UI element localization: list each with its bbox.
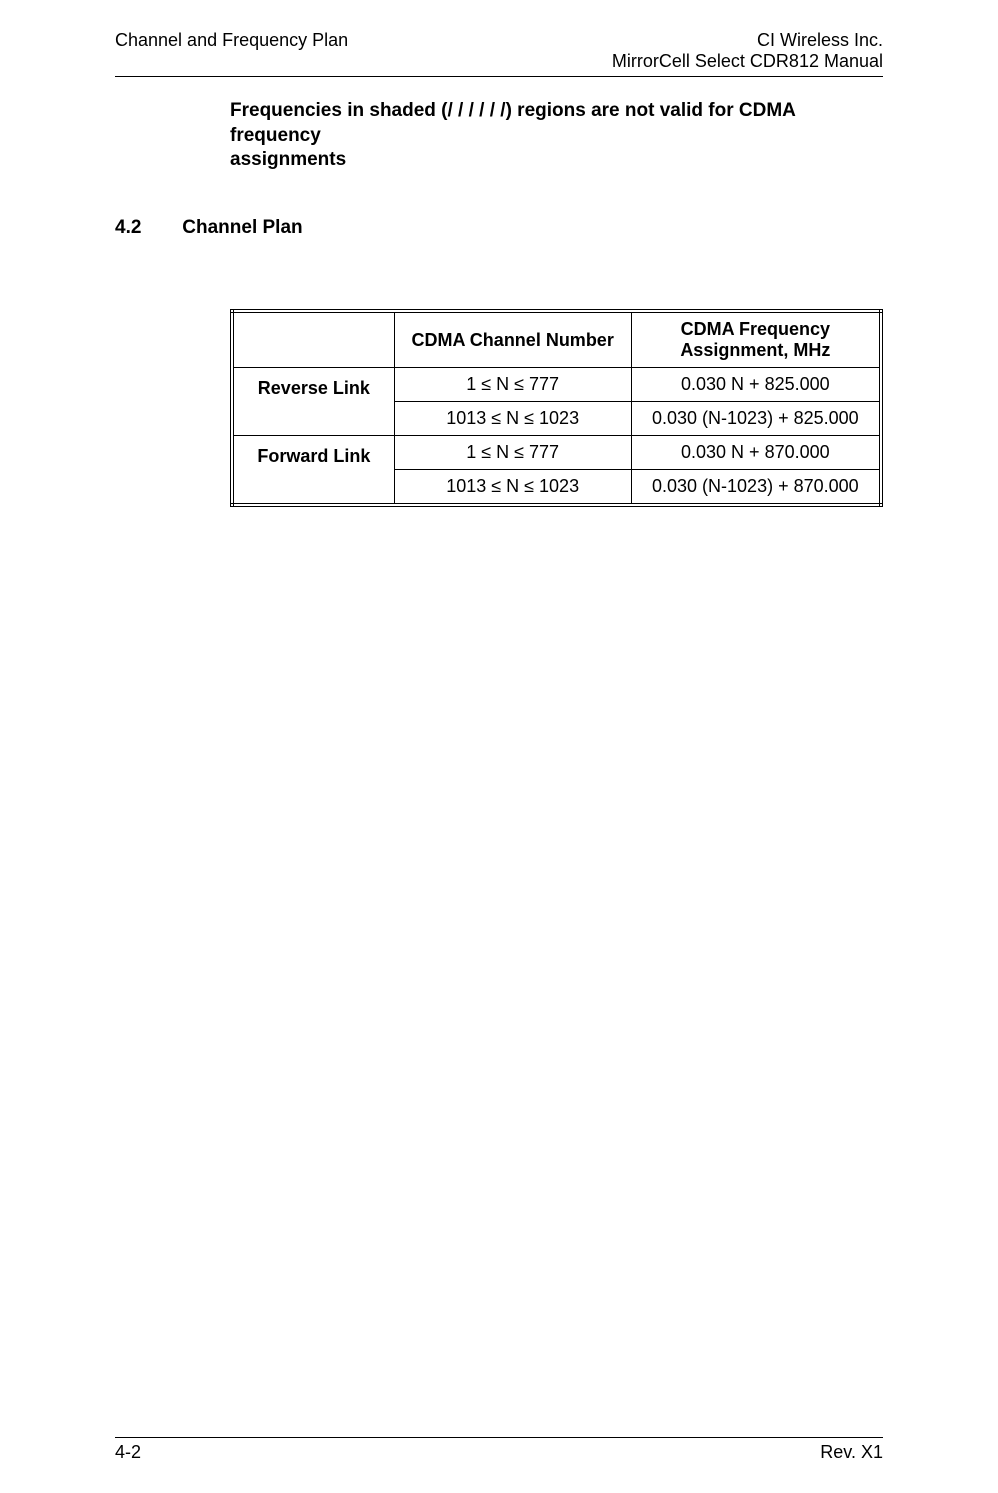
cell-frequency: 0.030 N + 825.000 [631,368,881,402]
table-head-frequency: CDMA Frequency Assignment, MHz [631,311,881,368]
table-header-row: CDMA Channel Number CDMA Frequency Assig… [232,311,881,368]
note-line2: assignments [230,148,883,173]
table-row: Forward Link 1 ≤ N ≤ 777 0.030 N + 870.0… [232,436,881,470]
row-head-forward-link: Forward Link [232,436,394,506]
table-head-frequency-line1: CDMA Frequency [642,319,869,340]
cell-frequency: 0.030 N + 870.000 [631,436,881,470]
header-right: CI Wireless Inc. MirrorCell Select CDR81… [612,30,883,72]
page-header: Channel and Frequency Plan CI Wireless I… [115,30,883,77]
section-title: Channel Plan [182,217,302,238]
validity-note: Frequencies in shaded (/ / / / / /) regi… [230,99,883,173]
cell-frequency: 0.030 (N-1023) + 825.000 [631,402,881,436]
table-head-frequency-line2: Assignment, MHz [642,340,869,361]
channel-plan-table: CDMA Channel Number CDMA Frequency Assig… [230,309,883,507]
header-right-line2: MirrorCell Select CDR812 Manual [612,51,883,72]
cell-channel: 1 ≤ N ≤ 777 [394,368,631,402]
section-heading: 4.2 Channel Plan [115,217,883,239]
cell-channel: 1013 ≤ N ≤ 1023 [394,402,631,436]
footer-page-number: 4-2 [115,1442,141,1463]
section-number: 4.2 [115,217,177,239]
header-right-line1: CI Wireless Inc. [612,30,883,51]
note-line1: Frequencies in shaded (/ / / / / /) regi… [230,99,883,148]
table-head-channel: CDMA Channel Number [394,311,631,368]
page-footer: 4-2 Rev. X1 [115,1437,883,1463]
table-head-empty [232,311,394,368]
header-left: Channel and Frequency Plan [115,30,348,51]
footer-revision: Rev. X1 [820,1442,883,1463]
row-head-reverse-link: Reverse Link [232,368,394,436]
cell-channel: 1013 ≤ N ≤ 1023 [394,470,631,506]
table-row: Reverse Link 1 ≤ N ≤ 777 0.030 N + 825.0… [232,368,881,402]
cell-channel: 1 ≤ N ≤ 777 [394,436,631,470]
cell-frequency: 0.030 (N-1023) + 870.000 [631,470,881,506]
